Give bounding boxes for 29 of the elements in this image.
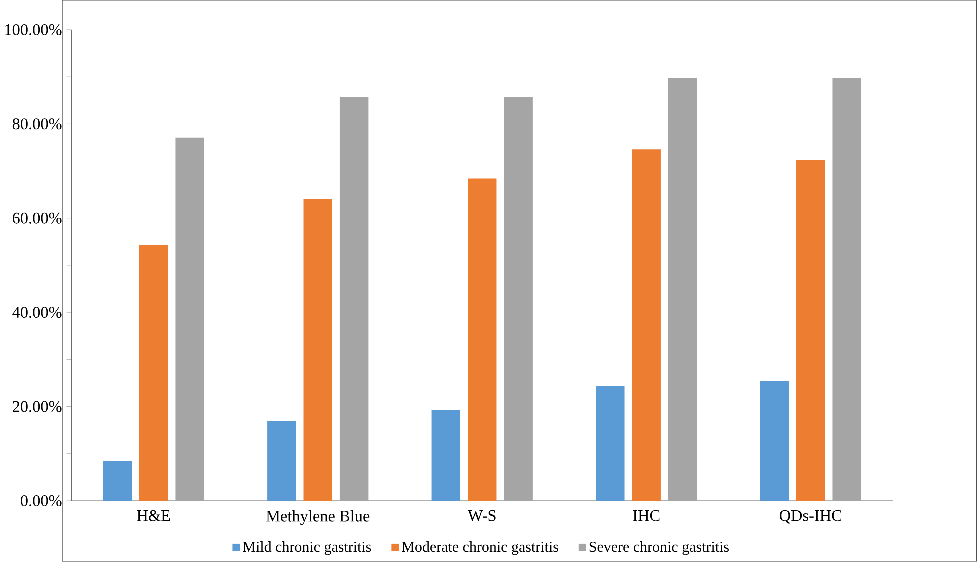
y-tick-label: 80.00% xyxy=(12,118,62,130)
bar xyxy=(632,150,661,502)
x-tick-label: QDs-IHC xyxy=(780,510,842,524)
bar xyxy=(432,410,461,502)
bar xyxy=(176,138,204,502)
bar xyxy=(668,78,698,502)
x-tick-label: IHC xyxy=(633,510,660,522)
y-tick-label: 20.00% xyxy=(12,401,62,412)
legend-label: Mild chronic gastritis xyxy=(243,542,372,556)
bar xyxy=(103,461,132,502)
bar xyxy=(140,245,168,502)
legend-label: Severe chronic gastritis xyxy=(590,542,729,556)
bar xyxy=(760,381,790,502)
bar xyxy=(340,97,369,502)
bar xyxy=(596,386,625,502)
bar xyxy=(468,178,497,502)
y-tick-label: 100.00% xyxy=(6,24,62,36)
bar xyxy=(268,421,296,502)
y-tick-label: 0.00% xyxy=(21,496,62,507)
bar xyxy=(504,97,533,502)
bar xyxy=(832,78,862,502)
y-tick-label: 40.00% xyxy=(12,307,62,318)
y-tick-label: 60.00% xyxy=(12,212,62,224)
bar xyxy=(796,160,826,502)
x-tick-label: W-S xyxy=(468,510,496,522)
x-tick-label: Methylene Blue xyxy=(266,510,370,526)
x-tick-label: H&E xyxy=(137,510,170,522)
bar xyxy=(304,200,332,502)
legend-label: Moderate chronic gastritis xyxy=(402,542,558,556)
